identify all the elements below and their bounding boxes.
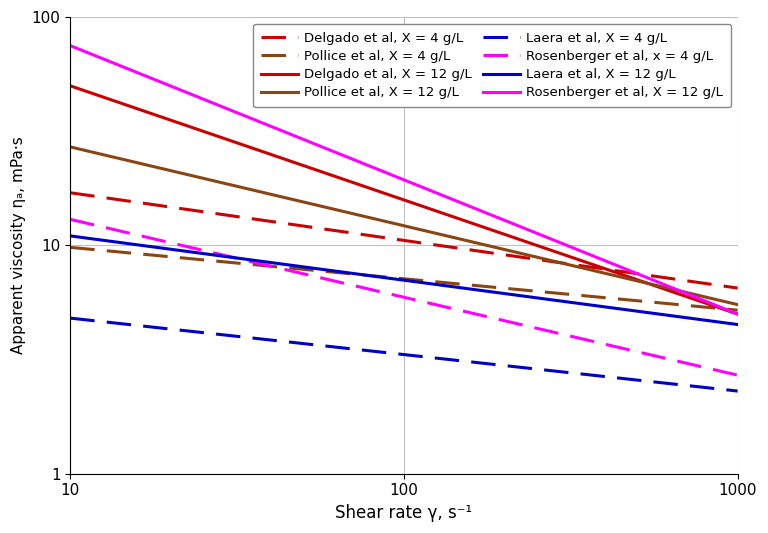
Legend: Delgado et al, X = 4 g/L, Pollice et al, X = 4 g/L, Delgado et al, X = 12 g/L, P: Delgado et al, X = 4 g/L, Pollice et al,… xyxy=(253,23,731,107)
Line: Rosenberger et al, x = 4 g/L: Rosenberger et al, x = 4 g/L xyxy=(70,220,737,375)
Delgado et al, X = 4 g/L xyxy=(427,241,436,247)
Delgado et al, X = 4 g/L xyxy=(386,236,396,242)
Rosenberger et al, x = 4 g/L xyxy=(386,291,396,297)
Pollice et al, X = 12 g/L xyxy=(733,302,742,308)
Laera et al, X = 4 g/L xyxy=(613,375,622,381)
Laera et al, X = 4 g/L xyxy=(65,315,74,321)
Delgado et al, X = 12 g/L xyxy=(717,305,727,312)
Laera et al, X = 12 g/L xyxy=(463,286,472,292)
Rosenberger et al, X = 12 g/L xyxy=(717,304,727,311)
Pollice et al, X = 4 g/L xyxy=(382,274,392,280)
Line: Laera et al, X = 12 g/L: Laera et al, X = 12 g/L xyxy=(70,236,737,325)
Delgado et al, X = 12 g/L xyxy=(427,206,436,213)
Rosenberger et al, x = 4 g/L xyxy=(717,368,727,375)
Laera et al, X = 4 g/L xyxy=(463,358,472,365)
Pollice et al, X = 12 g/L xyxy=(386,220,396,226)
Line: Rosenberger et al, X = 12 g/L: Rosenberger et al, X = 12 g/L xyxy=(70,46,737,314)
Rosenberger et al, X = 12 g/L xyxy=(382,170,392,176)
Delgado et al, X = 4 g/L xyxy=(717,282,727,289)
Pollice et al, X = 4 g/L xyxy=(613,296,622,302)
Rosenberger et al, x = 4 g/L xyxy=(463,309,472,316)
Delgado et al, X = 12 g/L xyxy=(613,270,622,276)
Delgado et al, X = 4 g/L xyxy=(65,190,74,196)
Pollice et al, X = 4 g/L xyxy=(427,278,436,285)
Laera et al, X = 12 g/L xyxy=(65,233,74,239)
Delgado et al, X = 4 g/L xyxy=(463,246,472,253)
Rosenberger et al, X = 12 g/L xyxy=(427,188,436,194)
Rosenberger et al, x = 4 g/L xyxy=(613,344,622,350)
Rosenberger et al, x = 4 g/L xyxy=(427,301,436,307)
Pollice et al, X = 4 g/L xyxy=(733,307,742,313)
Pollice et al, X = 12 g/L xyxy=(65,144,74,150)
Rosenberger et al, X = 12 g/L xyxy=(65,43,74,49)
Pollice et al, X = 12 g/L xyxy=(717,297,727,304)
Line: Delgado et al, X = 12 g/L: Delgado et al, X = 12 g/L xyxy=(70,86,737,314)
Laera et al, X = 12 g/L xyxy=(386,276,396,282)
Delgado et al, X = 12 g/L xyxy=(463,219,472,225)
Rosenberger et al, x = 4 g/L xyxy=(733,372,742,378)
Y-axis label: Apparent viscosity ηₐ, mPa·s: Apparent viscosity ηₐ, mPa·s xyxy=(11,136,26,354)
Pollice et al, X = 12 g/L xyxy=(382,219,392,225)
Rosenberger et al, X = 12 g/L xyxy=(386,172,396,178)
Pollice et al, X = 12 g/L xyxy=(463,238,472,244)
Rosenberger et al, X = 12 g/L xyxy=(613,262,622,269)
Delgado et al, X = 12 g/L xyxy=(65,83,74,89)
Pollice et al, X = 12 g/L xyxy=(613,273,622,279)
Line: Laera et al, X = 4 g/L: Laera et al, X = 4 g/L xyxy=(70,318,737,391)
Laera et al, X = 4 g/L xyxy=(382,350,392,356)
Laera et al, X = 4 g/L xyxy=(427,354,436,361)
Delgado et al, X = 4 g/L xyxy=(382,235,392,241)
Line: Pollice et al, X = 12 g/L: Pollice et al, X = 12 g/L xyxy=(70,147,737,305)
Laera et al, X = 4 g/L xyxy=(733,388,742,394)
Laera et al, X = 12 g/L xyxy=(717,319,727,326)
Rosenberger et al, X = 12 g/L xyxy=(733,311,742,317)
Delgado et al, X = 12 g/L xyxy=(382,191,392,197)
Delgado et al, X = 12 g/L xyxy=(733,311,742,317)
Laera et al, X = 4 g/L xyxy=(386,350,396,357)
Pollice et al, X = 12 g/L xyxy=(427,229,436,236)
Laera et al, X = 12 g/L xyxy=(733,321,742,328)
Laera et al, X = 4 g/L xyxy=(717,386,727,392)
Laera et al, X = 12 g/L xyxy=(613,305,622,312)
Rosenberger et al, X = 12 g/L xyxy=(463,202,472,208)
Laera et al, X = 12 g/L xyxy=(382,275,392,281)
Delgado et al, X = 12 g/L xyxy=(386,192,396,199)
Pollice et al, X = 4 g/L xyxy=(463,281,472,288)
Rosenberger et al, x = 4 g/L xyxy=(382,290,392,296)
Pollice et al, X = 4 g/L xyxy=(386,274,396,281)
Delgado et al, X = 4 g/L xyxy=(733,285,742,291)
Line: Delgado et al, X = 4 g/L: Delgado et al, X = 4 g/L xyxy=(70,193,737,288)
X-axis label: Shear rate γ, s⁻¹: Shear rate γ, s⁻¹ xyxy=(336,504,472,522)
Pollice et al, X = 4 g/L xyxy=(717,305,727,312)
Pollice et al, X = 4 g/L xyxy=(65,244,74,251)
Laera et al, X = 12 g/L xyxy=(427,281,436,287)
Rosenberger et al, x = 4 g/L xyxy=(65,216,74,223)
Line: Pollice et al, X = 4 g/L: Pollice et al, X = 4 g/L xyxy=(70,247,737,310)
Delgado et al, X = 4 g/L xyxy=(613,268,622,274)
